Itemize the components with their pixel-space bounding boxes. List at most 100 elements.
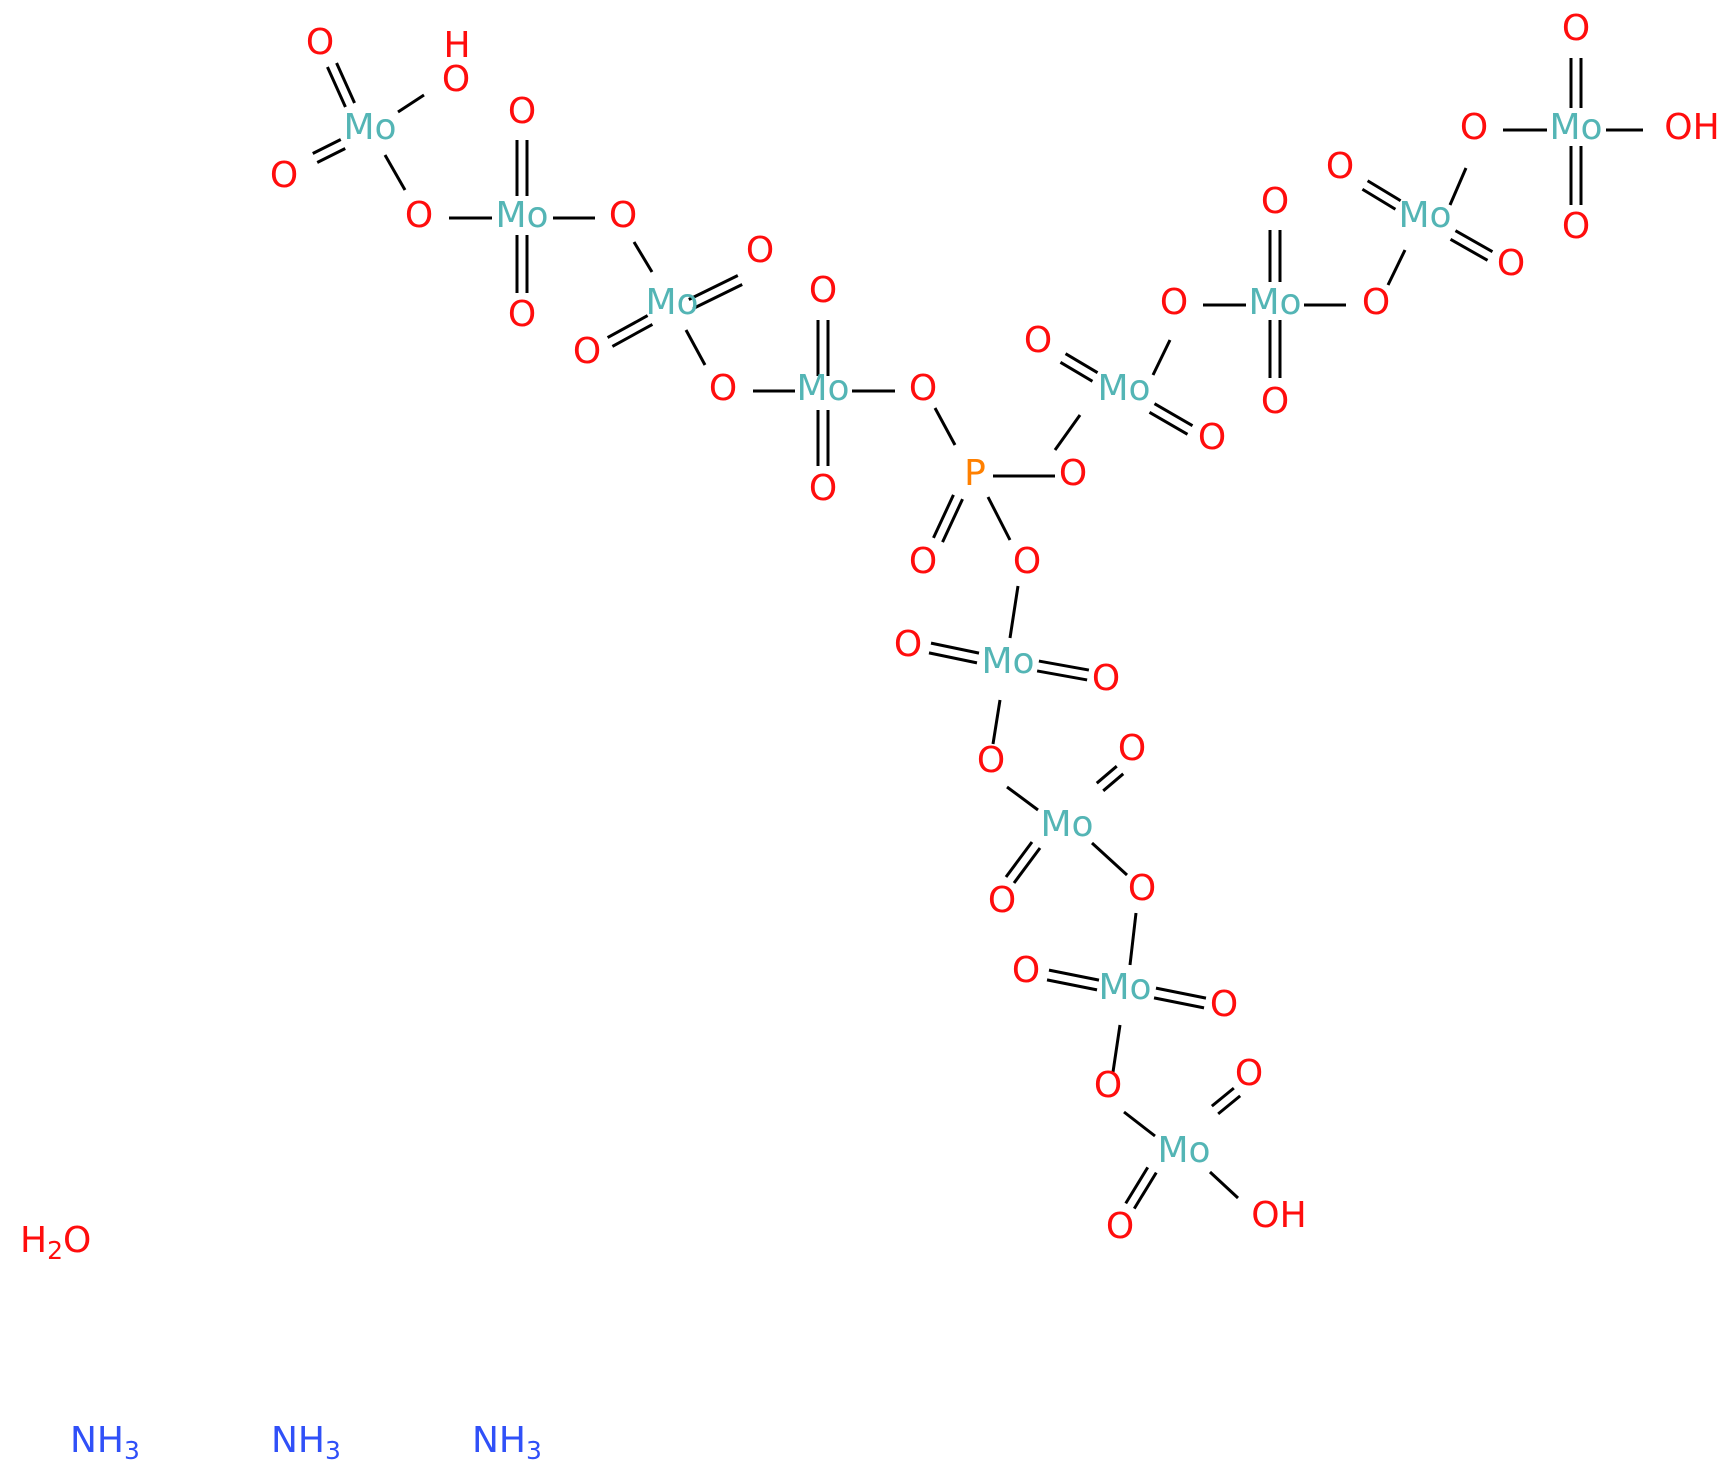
oxygen-atom: O: [1160, 282, 1188, 323]
bond-line: [1012, 847, 1042, 884]
oxygen-atom: O: [909, 368, 937, 409]
bond-line: [991, 699, 1002, 745]
oxygen-atom: O: [988, 880, 1016, 921]
bond-line: [1366, 179, 1402, 203]
bond-line: [684, 329, 707, 366]
oxygen-atom: O: [1012, 950, 1040, 991]
bond-line: [932, 494, 955, 539]
hydroxyl-group: OH: [1664, 107, 1719, 148]
oxygen-atom: O: [405, 195, 433, 236]
bond-line: [1090, 841, 1129, 877]
bond-line: [1210, 1086, 1235, 1108]
bond-line: [1208, 1170, 1240, 1200]
bond-line: [326, 66, 347, 108]
bond-line: [611, 323, 654, 348]
molybdenum-atom: Mo: [1040, 804, 1093, 845]
oxygen-atom: O: [709, 368, 737, 409]
bond-line: [383, 154, 407, 191]
bond-line: [312, 138, 342, 155]
ammonia-molecule: NH3: [472, 1420, 542, 1465]
oxygen-atom: O: [1092, 658, 1120, 699]
oxygen-atom: O: [1460, 107, 1488, 148]
bond-line: [930, 641, 980, 655]
molybdenum-atom: Mo: [981, 641, 1034, 682]
oxygen-atom: O: [1210, 984, 1238, 1025]
oxygen-atom: O: [1024, 320, 1052, 361]
molybdenum-atom: Mo: [796, 368, 849, 409]
ammonia-molecule: NH3: [271, 1420, 341, 1465]
oxygen-atom: O: [508, 91, 536, 132]
bond-line: [1386, 249, 1407, 286]
bond-line: [1095, 765, 1118, 785]
oxygen-atom: O: [1059, 453, 1087, 494]
oxygen-atom: O: [1261, 381, 1289, 422]
bond-line: [1123, 1110, 1156, 1138]
oxygen-atom: O: [1261, 181, 1289, 222]
bond-line: [1124, 1166, 1150, 1205]
oxygen-atom: O: [1562, 206, 1590, 247]
bond-line: [1053, 414, 1082, 451]
bond-line: [1048, 968, 1100, 982]
oxygen-atom: O: [1094, 1065, 1122, 1106]
bond-line: [1148, 411, 1189, 436]
hydroxyl-group: OH: [1251, 1195, 1306, 1236]
oxygen-atom: O: [1013, 541, 1041, 582]
molybdenum-atom: Mo: [495, 195, 548, 236]
bond-line: [1046, 978, 1098, 992]
phosphorus-atom: P: [964, 453, 986, 494]
bond-line: [1036, 669, 1088, 682]
oxygen-atom: O: [573, 331, 601, 372]
oxygen-atom: O: [442, 59, 470, 100]
bond-line: [1102, 772, 1125, 792]
oxygen-atom: O: [809, 270, 837, 311]
bond-line: [632, 241, 654, 273]
bond-line: [1155, 986, 1207, 1000]
atoms: Mo O H O O O Mo O O O Mo O O O Mo O O O …: [270, 8, 1720, 1247]
oxygen-atom: O: [609, 195, 637, 236]
bond-line: [692, 283, 743, 310]
bonds: [312, 58, 1643, 1210]
oxygen-atom: O: [746, 230, 774, 271]
oxygen-atom: O: [1128, 868, 1156, 909]
oxygen-atom: O: [1562, 8, 1590, 49]
oxygen-atom: O: [1497, 243, 1525, 284]
bond-line: [1128, 912, 1138, 966]
bond-line: [335, 62, 356, 104]
oxygen-atom: O: [306, 22, 334, 63]
bond-line: [1454, 229, 1494, 253]
molybdenum-atom: Mo: [645, 282, 698, 323]
bond-line: [1153, 996, 1205, 1010]
oxygen-atom: O: [909, 541, 937, 582]
bond-line: [688, 274, 739, 301]
oxygen-atom: O: [270, 155, 298, 196]
oxygen-atom: O: [1106, 1206, 1134, 1247]
oxygen-atom: O: [1198, 417, 1226, 458]
molybdenum-atom: Mo: [1098, 967, 1151, 1008]
bond-line: [933, 407, 957, 446]
molybdenum-atom: Mo: [1157, 1130, 1210, 1171]
bond-line: [316, 147, 346, 164]
bond-line: [986, 496, 1012, 541]
bond-line: [1059, 361, 1094, 383]
molybdenum-atom: Mo: [1549, 107, 1602, 148]
bond-line: [1038, 659, 1090, 672]
molybdenum-atom: Mo: [1398, 195, 1451, 236]
oxygen-atom: O: [1326, 146, 1354, 187]
bond-line: [1153, 402, 1194, 427]
hydrogen-atom: H: [443, 25, 470, 66]
bond-line: [941, 498, 964, 543]
molybdenum-atom: Mo: [1097, 368, 1150, 409]
oxygen-atom: O: [1362, 282, 1390, 323]
bond-line: [1151, 339, 1172, 376]
bond-line: [928, 651, 978, 665]
bond-line: [1064, 352, 1099, 374]
bond-line: [397, 93, 425, 114]
oxygen-atom: O: [809, 468, 837, 509]
bond-line: [1361, 187, 1397, 211]
oxygen-atom: O: [894, 624, 922, 665]
oxygen-atom: O: [977, 740, 1005, 781]
bond-line: [1006, 785, 1039, 812]
bond-line: [1217, 1094, 1242, 1116]
molybdenum-atom: Mo: [1248, 282, 1301, 323]
oxygen-atom: O: [1235, 1053, 1263, 1094]
